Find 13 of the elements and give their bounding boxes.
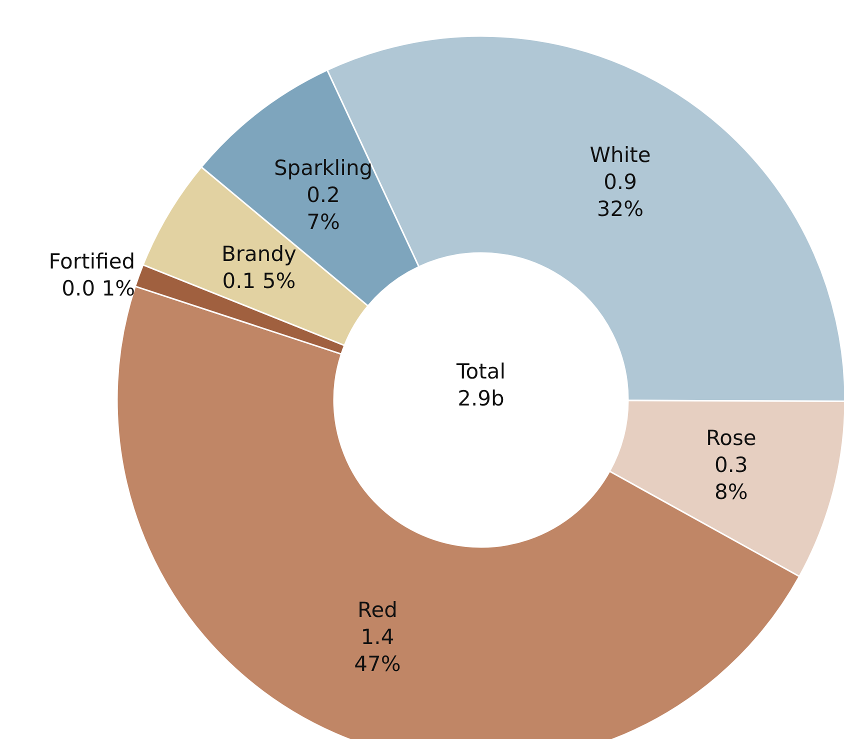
data-label: 0.3 8% — [714, 453, 748, 504]
data-label: 0.0 1% — [62, 276, 136, 300]
slice-label: Fortified — [48, 249, 136, 274]
data-label: 0.1 5% — [222, 269, 296, 294]
data-label: 1.4 47% — [354, 624, 401, 676]
text: Total 2.9b — [455, 360, 506, 410]
data-label: 0.2 7% — [306, 183, 340, 234]
slice-label: Rose — [706, 426, 756, 450]
slice-label: White — [590, 143, 651, 168]
data-label: 0.9 32% — [596, 170, 644, 222]
slice-label: Sparkling — [274, 156, 373, 180]
slice-label: Red — [358, 598, 398, 622]
slice-label: Brandy — [221, 242, 296, 266]
